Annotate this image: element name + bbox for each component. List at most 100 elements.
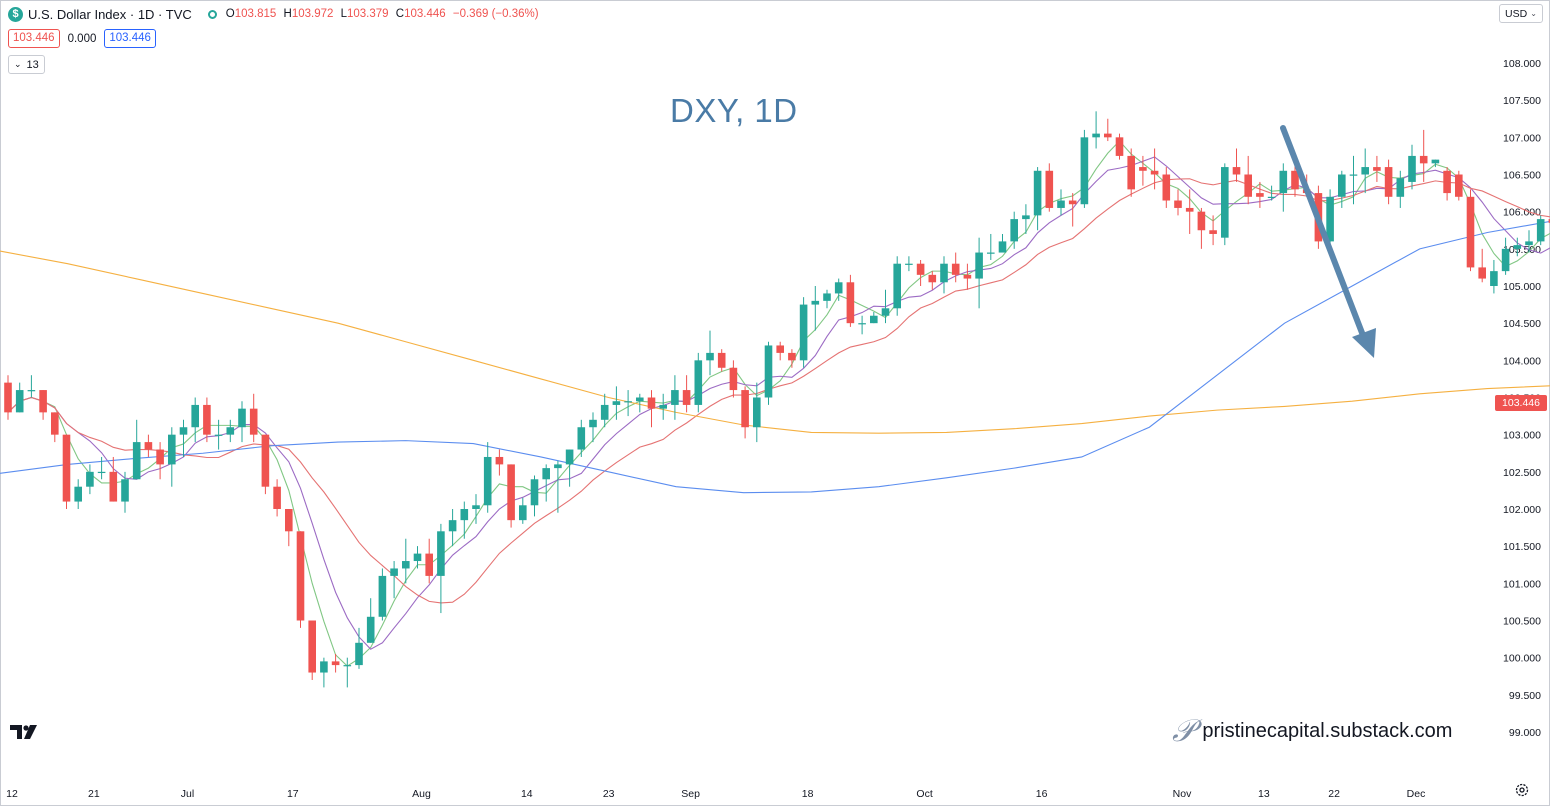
candle-body <box>4 382 12 413</box>
candle <box>203 397 211 443</box>
candle-body <box>788 352 796 361</box>
candle-body <box>179 427 188 435</box>
candle <box>273 479 281 517</box>
price-tick-label: 104.000 <box>1503 355 1541 367</box>
candle-body <box>273 486 281 509</box>
candle <box>437 523 445 614</box>
time-tick-label: 22 <box>1328 788 1340 800</box>
candle-body <box>308 620 316 673</box>
chevron-down-icon: ⌄ <box>14 59 22 69</box>
bid-price-button[interactable]: 103.446 <box>8 29 60 48</box>
candle <box>834 278 843 301</box>
candle <box>51 412 59 443</box>
price-tick-label: 106.500 <box>1503 170 1541 182</box>
candle-body <box>893 263 901 309</box>
candle-body <box>975 252 983 279</box>
candle-body <box>706 352 714 361</box>
indicators-toggle[interactable]: ⌄ 13 <box>8 55 45 74</box>
candle-body <box>320 661 328 673</box>
settings-icon[interactable] <box>1514 782 1530 798</box>
candle-body <box>74 486 82 502</box>
watermark-url: pristinecapital.substack.com <box>1202 720 1453 742</box>
candle <box>764 341 773 405</box>
candle-body <box>191 404 199 428</box>
time-tick-label: 17 <box>287 788 299 800</box>
candle-body <box>600 404 609 420</box>
candle-body <box>1349 174 1358 176</box>
candle-body <box>355 642 363 666</box>
candle <box>706 330 714 376</box>
bid-ask-row: 103.446 0.000 103.446 <box>8 29 156 48</box>
trend-arrow-icon <box>1352 328 1376 358</box>
ask-price-button[interactable]: 103.446 <box>104 29 156 48</box>
candle-body <box>916 263 925 275</box>
candle-body <box>156 449 164 465</box>
candle-body <box>963 274 972 279</box>
time-tick-label: Dec <box>1407 788 1426 800</box>
candle-body <box>483 456 492 506</box>
candle <box>156 442 164 480</box>
candle <box>402 538 410 584</box>
tradingview-logo-icon[interactable] <box>9 722 39 742</box>
candle <box>1431 159 1440 168</box>
candle-body <box>1361 167 1369 175</box>
candle <box>1501 237 1510 275</box>
candle <box>27 375 36 398</box>
candle <box>846 274 855 327</box>
time-tick-label: 21 <box>88 788 100 800</box>
symbol-legend[interactable]: $ U.S. Dollar Index · 1D · TVC O103.815 … <box>8 5 539 23</box>
candle <box>1150 148 1159 190</box>
candle-body <box>846 282 855 324</box>
candle-body <box>226 427 235 435</box>
candle-body <box>998 241 1007 253</box>
candle-body <box>1443 170 1451 194</box>
time-tick-label: Aug <box>412 788 431 800</box>
candle <box>1209 215 1217 246</box>
candle <box>916 259 925 286</box>
candle <box>320 657 328 688</box>
candle-body <box>1291 170 1299 190</box>
candle <box>1244 155 1252 205</box>
candle-body <box>1174 200 1182 208</box>
time-axis[interactable]: 12 21 Jul 17 Aug 14 23 Sep 18 Oct 16 Nov 13 22 Dec <box>6 788 1425 800</box>
candle-body <box>624 401 632 403</box>
candle-body <box>834 282 843 294</box>
candle-body <box>1419 155 1428 164</box>
currency-selector[interactable]: USD ⌄ <box>1499 4 1543 23</box>
open-value: 103.815 <box>234 8 277 20</box>
candle <box>823 289 831 309</box>
candle <box>612 386 621 420</box>
symbol-title[interactable]: U.S. Dollar Index · 1D · TVC <box>28 6 192 22</box>
candle <box>390 561 398 599</box>
candle-body <box>636 397 644 402</box>
candle-body <box>425 553 433 576</box>
candle-body <box>39 390 47 413</box>
candle <box>355 627 363 669</box>
candle-body <box>1478 267 1486 279</box>
candle <box>15 382 24 413</box>
candle-body <box>15 390 24 413</box>
candle <box>425 538 433 584</box>
candle-body <box>589 419 597 428</box>
candle <box>1536 215 1545 246</box>
candle-body <box>764 345 773 398</box>
price-tick-label: 99.000 <box>1509 727 1541 739</box>
candle <box>753 382 761 443</box>
price-tick-label: 107.000 <box>1503 132 1541 144</box>
candle-body <box>1209 230 1217 234</box>
candle-body <box>495 456 504 465</box>
candle <box>285 509 293 547</box>
candle-body <box>1373 167 1381 171</box>
candle <box>1045 163 1054 212</box>
candle-body <box>1548 219 1550 223</box>
candle <box>565 449 574 487</box>
candle <box>1185 189 1194 234</box>
candle <box>1010 211 1018 249</box>
time-tick-label: 14 <box>521 788 533 800</box>
candle-body <box>1455 174 1463 197</box>
candle-body <box>296 531 305 621</box>
candle <box>4 375 12 420</box>
candle <box>74 479 82 509</box>
candle-body <box>1490 271 1498 286</box>
